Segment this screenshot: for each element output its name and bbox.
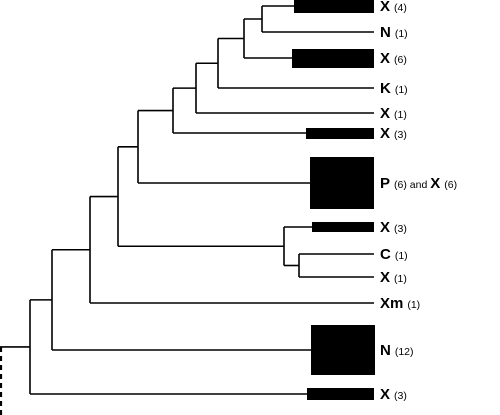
label-count: (3) [394, 390, 407, 402]
leaf-label: C (1) [380, 246, 408, 263]
clade-block-2 [292, 49, 374, 68]
leaf-label: X (3) [380, 386, 407, 403]
leaf-labels: X (4)N (1)X (6)K (1)X (1)X (3)P (6) and X (6)X (3… [380, 0, 457, 403]
leaf-label: P (6) and X (6) [380, 175, 457, 192]
leaf-label: X (4) [380, 0, 407, 15]
leaf-label: N (12) [380, 342, 414, 359]
label-code: X [380, 105, 390, 122]
label-joiner: and [407, 179, 430, 191]
leaf-label: N (1) [380, 24, 408, 41]
label-count: (1) [394, 273, 407, 285]
leaf-label: K (1) [380, 80, 408, 97]
clade-block-12 [307, 388, 374, 400]
label-code: Xm [380, 295, 403, 312]
label-code: X [380, 219, 390, 236]
label-count: (6) [394, 54, 407, 66]
leaf-label: X (1) [380, 269, 407, 286]
tree-branches [0, 5, 374, 415]
label-code: X [430, 175, 440, 192]
label-count: (4) [394, 2, 407, 14]
label-code: N [380, 342, 391, 359]
label-count: (1) [395, 84, 408, 96]
leaf-label: Xm (1) [380, 295, 420, 312]
leaf-label: X (6) [380, 50, 407, 67]
label-count: (3) [394, 129, 407, 141]
label-code: P [380, 175, 390, 192]
label-count: (3) [394, 223, 407, 235]
label-code: C [380, 246, 391, 263]
leaf-label: X (3) [380, 125, 407, 142]
clade-block-5 [306, 128, 374, 139]
leaf-label: X (1) [380, 105, 407, 122]
label-count: (12) [395, 346, 414, 358]
clade-block-11 [311, 325, 375, 375]
label-code: X [380, 50, 390, 67]
label-code: X [380, 0, 390, 15]
clade-block-6 [310, 157, 374, 209]
label-count: (1) [394, 109, 407, 121]
label-code: K [380, 80, 391, 97]
label-count: (1) [407, 299, 420, 311]
label-count: (6) [444, 179, 457, 191]
label-count: (1) [395, 250, 408, 262]
label-count: (6) [394, 179, 407, 191]
label-code: N [380, 24, 391, 41]
clade-block-0 [294, 0, 374, 13]
leaf-label: X (3) [380, 219, 407, 236]
clade-block-7 [312, 222, 374, 232]
label-code: X [380, 386, 390, 403]
label-count: (1) [395, 28, 408, 40]
label-code: X [380, 269, 390, 286]
label-code: X [380, 125, 390, 142]
collapsed-clade-blocks [292, 0, 375, 400]
